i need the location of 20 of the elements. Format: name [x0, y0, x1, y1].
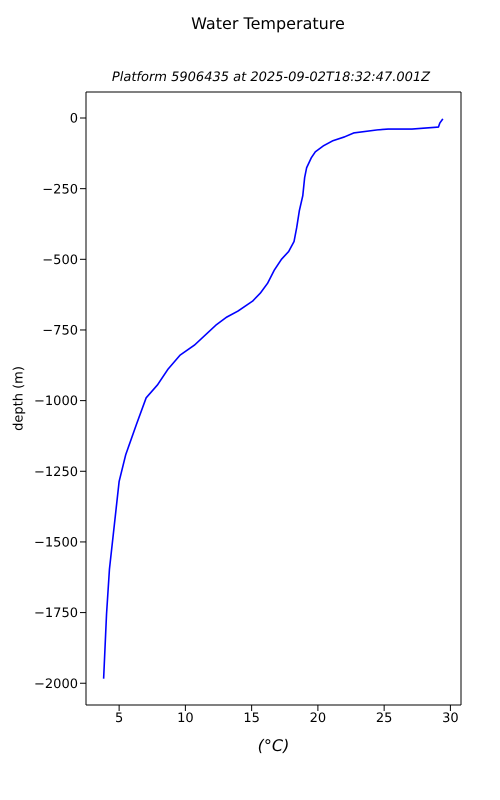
- y-tick-label: 0: [70, 112, 78, 127]
- x-axis-title: (°C): [258, 736, 290, 755]
- chart-subtitle: Platform 5906435 at 2025-09-02T18:32:47.001Z: [110, 70, 432, 85]
- x-tick-label: 25: [376, 711, 392, 726]
- y-tick-label: −1750: [34, 606, 78, 622]
- y-tick-label: −500: [42, 252, 78, 268]
- x-tick-label: 20: [310, 711, 326, 726]
- x-tick-label: 15: [243, 711, 260, 726]
- y-tick-label: −1500: [34, 536, 78, 551]
- x-tick-label: 30: [442, 711, 459, 726]
- y-tick-label: −250: [42, 182, 78, 198]
- y-tick-label: −2000: [34, 676, 78, 692]
- chart-title: Water Temperature: [190, 13, 346, 35]
- x-tick-label: 5: [114, 711, 124, 726]
- y-axis-title: depth (m): [12, 366, 27, 431]
- line-series: [102, 118, 444, 680]
- y-tick-label: −1250: [34, 464, 78, 480]
- y-tick-label: −1000: [34, 394, 78, 410]
- x-tick-label: 10: [177, 711, 194, 726]
- y-tick-label: −750: [42, 324, 78, 339]
